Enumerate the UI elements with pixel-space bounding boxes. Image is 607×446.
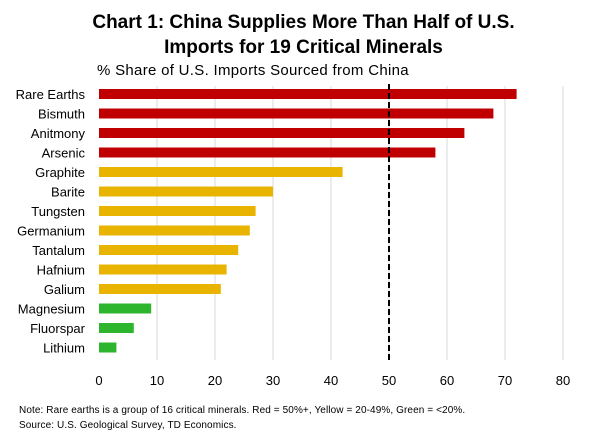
x-tick-label: 30	[266, 373, 280, 388]
chart-subtitle: % Share of U.S. Imports Sourced from Chi…	[97, 62, 409, 79]
category-label: Galium	[44, 282, 85, 297]
bar-tungsten	[99, 206, 256, 216]
bar-hafnium	[99, 264, 227, 275]
bar-bismuth	[99, 108, 494, 119]
category-label: Barite	[51, 185, 85, 200]
x-tick-label: 40	[324, 373, 338, 388]
x-tick-label: 10	[150, 373, 164, 388]
category-label: Lithium	[43, 341, 85, 356]
category-label: Graphite	[35, 165, 85, 180]
bar-tantalum	[99, 245, 239, 255]
category-label: Tantalum	[32, 243, 85, 258]
bar-galium	[99, 284, 221, 294]
category-label: Germanium	[17, 224, 85, 239]
category-label: Anitmony	[31, 126, 86, 141]
category-label: Fluorspar	[30, 321, 86, 336]
chart-title-line-1: Chart 1: China Supplies More Than Half o…	[92, 12, 515, 33]
category-label: Hafnium	[37, 263, 85, 278]
category-label: Bismuth	[38, 107, 85, 122]
x-tick-label: 70	[498, 373, 512, 388]
bar-graphite	[99, 167, 343, 177]
bar-germanium	[99, 225, 250, 236]
chart-source: Source: U.S. Geological Survey, TD Econo…	[19, 420, 237, 431]
bar-lithium	[99, 342, 117, 353]
x-tick-label: 80	[556, 373, 570, 388]
x-tick-label: 20	[208, 373, 222, 388]
bar-rare-earths	[99, 89, 517, 99]
bar-arsenic	[99, 147, 436, 158]
x-tick-label: 0	[95, 373, 102, 388]
category-label: Arsenic	[42, 146, 86, 161]
bar-barite	[99, 186, 273, 197]
bar-anitmony	[99, 128, 465, 138]
category-label: Tungsten	[31, 204, 85, 219]
bar-magnesium	[99, 303, 152, 314]
bar-fluorspar	[99, 323, 134, 333]
x-tick-label: 50	[382, 373, 396, 388]
chart-title-line-2: Imports for 19 Critical Minerals	[164, 37, 443, 58]
bar-chart: Rare Earths Bismuth Anitmony Arsenic Graphit…	[16, 84, 570, 388]
x-tick-label: 60	[440, 373, 454, 388]
chart-note: Note: Rare earths is a group of 16 criti…	[19, 405, 466, 416]
category-label: Rare Earths	[16, 87, 86, 102]
category-label: Magnesium	[18, 302, 85, 317]
